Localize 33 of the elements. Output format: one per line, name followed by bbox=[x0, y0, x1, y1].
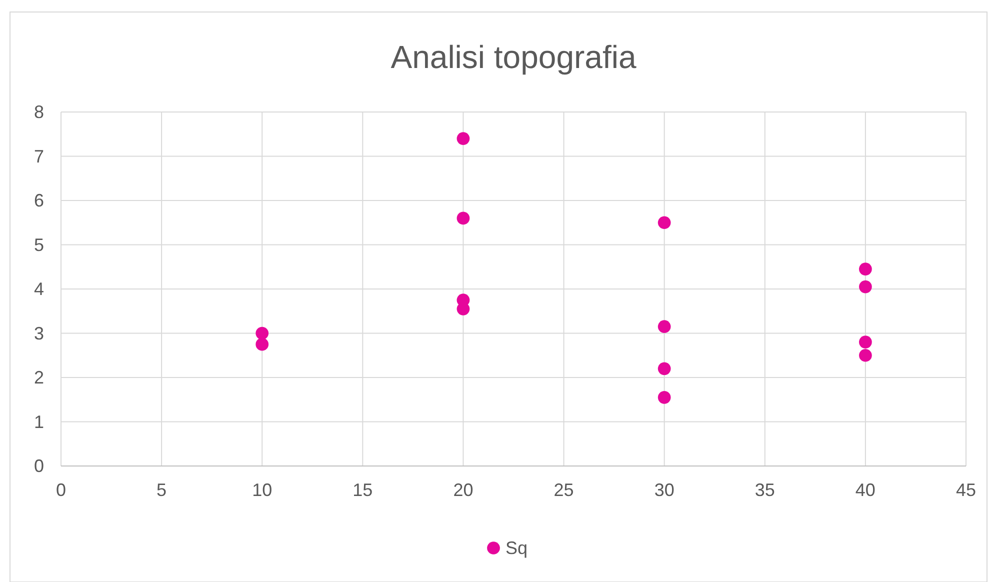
x-tick-label: 5 bbox=[156, 480, 167, 500]
x-tick-label: 10 bbox=[252, 480, 272, 500]
legend-label: Sq bbox=[506, 538, 528, 558]
y-tick-label: 4 bbox=[34, 279, 44, 299]
point bbox=[658, 320, 671, 334]
x-tick-label: 25 bbox=[554, 480, 574, 500]
y-tick-label: 7 bbox=[34, 146, 44, 166]
point bbox=[256, 326, 269, 340]
point bbox=[658, 216, 671, 230]
x-tick-label: 20 bbox=[453, 480, 474, 500]
point bbox=[256, 338, 269, 351]
point bbox=[456, 132, 470, 145]
point bbox=[456, 212, 470, 225]
chart-title: Analisi topografia bbox=[390, 39, 636, 75]
y-tick-label: 3 bbox=[34, 323, 44, 344]
point bbox=[658, 390, 671, 404]
x-tick-label: 35 bbox=[754, 480, 775, 500]
x-tick-label: 40 bbox=[855, 480, 876, 500]
x-tick-label: 15 bbox=[352, 480, 373, 500]
point bbox=[859, 280, 872, 294]
x-tick-label: 0 bbox=[56, 480, 66, 500]
y-tick-label: 5 bbox=[34, 234, 44, 255]
point bbox=[859, 262, 872, 276]
y-tick-label: 6 bbox=[34, 190, 44, 210]
y-tick-label: 8 bbox=[34, 102, 44, 122]
y-tick-label: 0 bbox=[34, 456, 44, 476]
x-tick-label: 45 bbox=[956, 480, 976, 500]
y-tick-label: 1 bbox=[34, 412, 44, 432]
point bbox=[859, 336, 872, 349]
y-tick-label: 2 bbox=[34, 368, 44, 388]
point bbox=[859, 348, 872, 362]
x-tick-label: 30 bbox=[654, 480, 674, 500]
point bbox=[658, 362, 671, 376]
